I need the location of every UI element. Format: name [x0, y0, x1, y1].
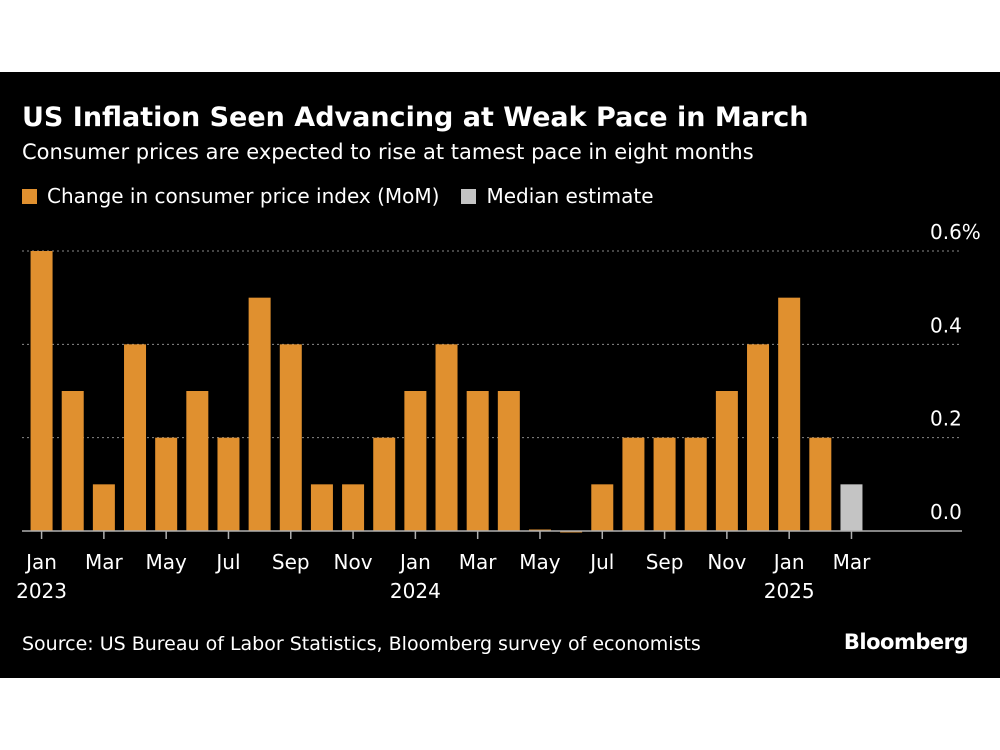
- x-tick-label: Sep: [646, 550, 684, 574]
- bar-cpi: [684, 437, 707, 531]
- x-tick-label: Jan: [24, 550, 57, 574]
- x-tick-label: Mar: [85, 550, 124, 574]
- bar-cpi: [778, 297, 801, 531]
- x-tick-label: May: [145, 550, 187, 574]
- x-tick-label: Jul: [588, 550, 614, 574]
- bar-cpi: [310, 484, 333, 531]
- x-tick-label: May: [519, 550, 561, 574]
- x-year-label: 2023: [16, 579, 67, 603]
- legend-swatch-median: [461, 188, 477, 204]
- legend-label-cpi: Change in consumer price index (MoM): [47, 184, 440, 208]
- bars: [30, 251, 863, 533]
- chart-card: US Inflation Seen Advancing at Weak Pace…: [0, 72, 1000, 678]
- y-axis-labels: 0.6% 0.4 0.2 0.0: [930, 220, 981, 524]
- x-tick-label: Nov: [334, 550, 373, 574]
- x-tick-label: Jul: [214, 550, 240, 574]
- bar-cpi: [373, 437, 396, 531]
- bar-cpi: [715, 391, 738, 531]
- bar-cpi: [466, 391, 489, 531]
- chart-subtitle: Consumer prices are expected to rise at …: [22, 140, 754, 164]
- bar-cpi: [61, 391, 84, 531]
- x-tick-label: Mar: [459, 550, 498, 574]
- bar-cpi: [404, 391, 427, 531]
- bar-cpi: [186, 391, 209, 531]
- chart-title: US Inflation Seen Advancing at Weak Pace…: [22, 102, 809, 133]
- x-tick-label: Nov: [707, 550, 746, 574]
- legend-label-median: Median estimate: [486, 184, 654, 208]
- y-tick-label: 0.0: [930, 500, 962, 524]
- legend: Change in consumer price index (MoM) Med…: [22, 184, 676, 208]
- x-tick-label: Jan: [772, 550, 805, 574]
- x-tick-label: Jan: [398, 550, 431, 574]
- bar-cpi: [124, 344, 147, 531]
- x-tick-label: Sep: [272, 550, 310, 574]
- bar-cpi: [809, 437, 832, 531]
- bar-cpi: [217, 437, 240, 531]
- bar-chart: Jan 2023 Mar May Jul Sep Nov Jan 2024 Mar May Jul Se…: [16, 220, 981, 603]
- x-year-label: 2025: [764, 579, 815, 603]
- y-tick-label: 0.4: [930, 313, 962, 337]
- bloomberg-logo: Bloomberg: [843, 630, 969, 654]
- gridlines: [22, 250, 962, 439]
- bar-cpi: [155, 437, 178, 531]
- bar-cpi: [279, 344, 302, 531]
- bar-cpi: [622, 437, 645, 531]
- bar-cpi: [591, 484, 614, 531]
- x-year-label: 2024: [390, 579, 441, 603]
- bar-cpi: [248, 297, 271, 531]
- x-axis: Jan 2023 Mar May Jul Sep Nov Jan 2024 Mar May Jul Se…: [16, 530, 962, 603]
- bar-cpi: [653, 437, 676, 531]
- bar-cpi: [435, 344, 458, 531]
- bar-cpi: [342, 484, 365, 531]
- bar-cpi: [497, 391, 520, 531]
- legend-swatch-cpi: [22, 188, 37, 204]
- source-note: Source: US Bureau of Labor Statistics, B…: [22, 633, 701, 655]
- bar-median-estimate: [840, 484, 863, 531]
- bar-cpi: [92, 484, 115, 531]
- x-tick-label: Mar: [833, 550, 872, 574]
- y-tick-label: 0.6%: [930, 220, 981, 244]
- bar-cpi: [30, 251, 53, 531]
- bar-cpi: [747, 344, 770, 531]
- y-tick-label: 0.2: [930, 407, 962, 431]
